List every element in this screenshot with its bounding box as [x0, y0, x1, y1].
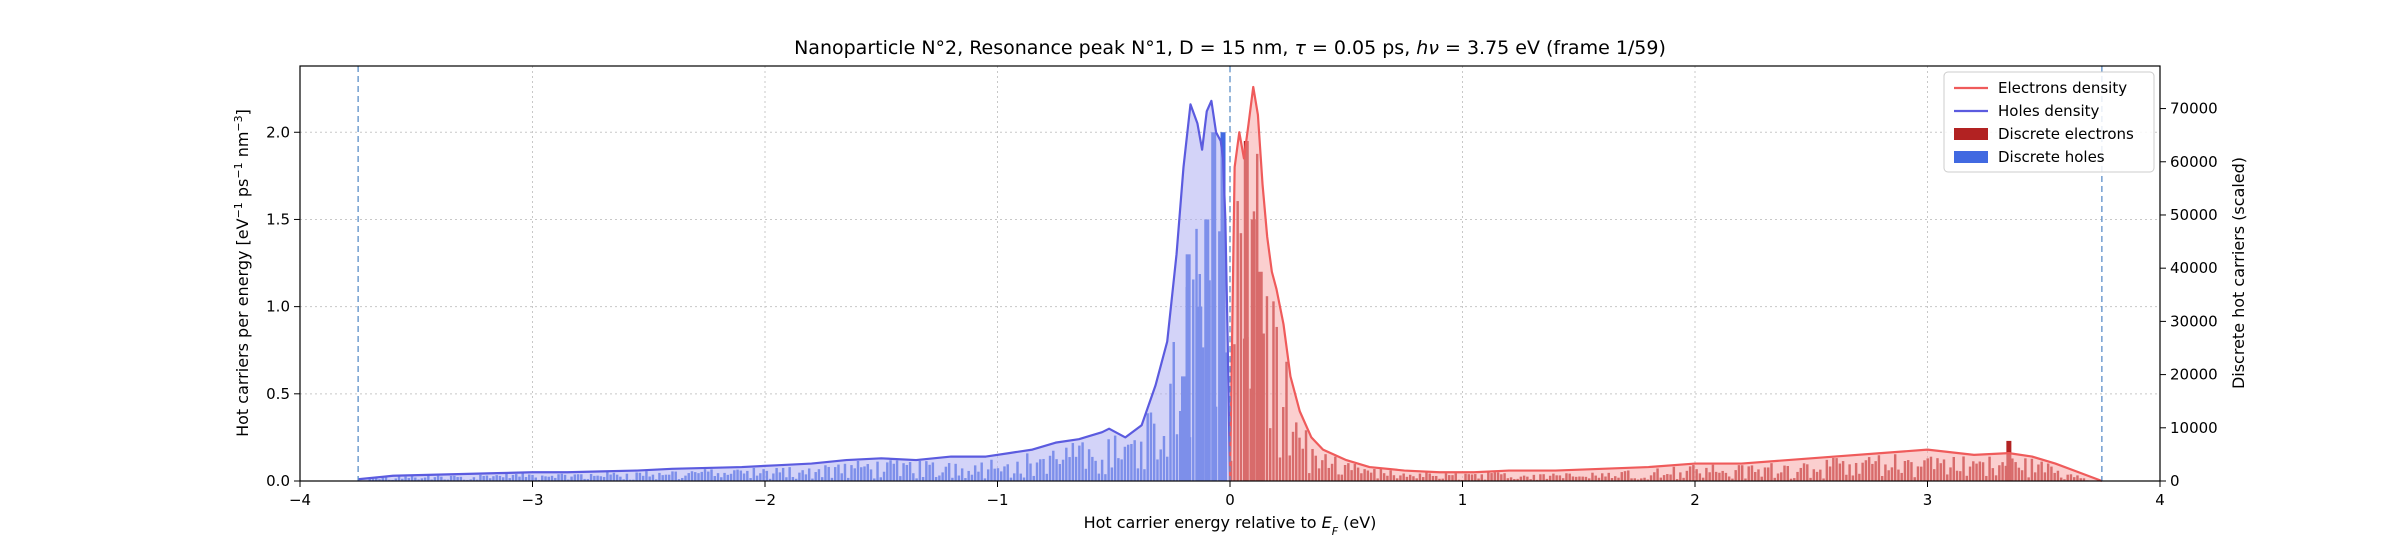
x-tick-label: −4 — [289, 491, 311, 509]
y-tick-label-left: 0.5 — [266, 385, 290, 403]
y-tick-label-left: 0.0 — [266, 472, 290, 490]
ticks-layer: −4 −3 −2 −1 0 1 2 3 4 0.0 0.5 1.0 1.5 2.0 0 10000 20000 3… — [266, 100, 2218, 509]
holes-density-fill — [358, 100, 1230, 481]
x-tick-label: 2 — [1690, 491, 1700, 509]
y-tick-label-left: 1.5 — [266, 210, 290, 228]
y-tick-label-left: 2.0 — [266, 123, 290, 141]
holes-density-line — [358, 99, 1232, 482]
legend-swatch-box — [1954, 128, 1988, 140]
y-tick-label-right: 0 — [2170, 472, 2180, 490]
legend-entry-label: Electrons density — [1998, 79, 2127, 97]
y-axis-label-left: Hot carriers per energy [eV−1 ps−1 nm−3] — [232, 109, 253, 437]
x-tick-label: 1 — [1458, 491, 1468, 509]
chart-title: Nanoparticle N°2, Resonance peak N°1, D … — [794, 37, 1666, 59]
y-axis-label-right: Discrete hot carriers (scaled) — [2229, 157, 2248, 389]
legend-swatch-box — [1954, 151, 1988, 163]
reference-lines-layer — [357, 66, 2103, 481]
x-tick-label: 0 — [1225, 491, 1235, 509]
x-tick-label: 3 — [1923, 491, 1933, 509]
y-tick-label-right: 30000 — [2170, 312, 2218, 330]
density-areas-layer — [358, 85, 2103, 483]
legend-entry-label: Discrete holes — [1998, 148, 2105, 166]
x-tick-label: 4 — [2155, 491, 2165, 509]
y-tick-label-right: 10000 — [2170, 419, 2218, 437]
y-tick-label-right: 70000 — [2170, 100, 2218, 118]
legend: Electrons density Holes density Discrete e… — [1943, 71, 2155, 173]
y-tick-label-right: 20000 — [2170, 366, 2218, 384]
x-tick-label: −1 — [986, 491, 1008, 509]
y-tick-label-right: 40000 — [2170, 259, 2218, 277]
y-tick-label-left: 1.0 — [266, 298, 290, 316]
x-tick-label: −3 — [521, 491, 543, 509]
y-tick-label-right: 60000 — [2170, 153, 2218, 171]
legend-entry-label: Discrete electrons — [1998, 125, 2134, 143]
x-axis-label: Hot carrier energy relative to EF (eV) — [1084, 513, 1377, 538]
electrons-density-line — [1228, 85, 2103, 483]
legend-entry-label: Holes density — [1998, 102, 2100, 120]
x-tick-label: −2 — [754, 491, 776, 509]
legend-box — [1943, 71, 2155, 173]
y-tick-label-right: 50000 — [2170, 206, 2218, 224]
